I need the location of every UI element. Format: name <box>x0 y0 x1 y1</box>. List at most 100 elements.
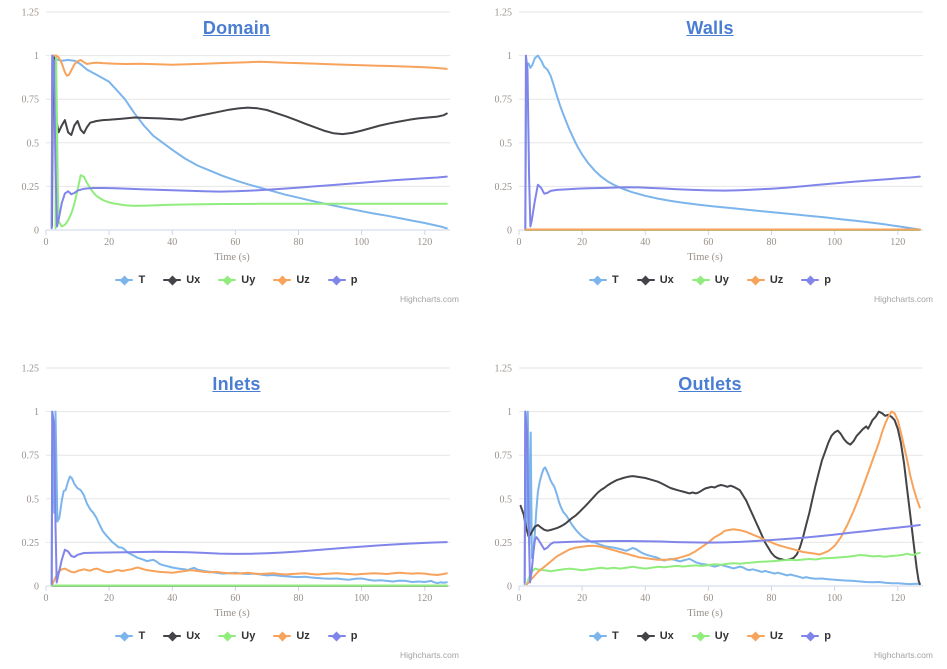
legend-item-Uy[interactable]: Uy <box>218 630 255 642</box>
chart-title-link[interactable]: Outlets <box>678 374 742 394</box>
x-tick-label: 120 <box>417 237 432 248</box>
series-path-Uy[interactable] <box>54 54 448 230</box>
series-path-T[interactable] <box>50 410 448 586</box>
y-tick-label: 0.75 <box>495 451 513 462</box>
series-path-Uy[interactable] <box>525 551 921 586</box>
highcharts-credit-link[interactable]: Highcharts.com <box>399 650 459 660</box>
legend-item-Ux[interactable]: Ux <box>636 630 674 642</box>
x-tick-label: 40 <box>640 593 650 604</box>
legend-item-Ux[interactable]: Ux <box>636 274 674 286</box>
x-tick-label: 80 <box>294 593 304 604</box>
legend-item-Uz[interactable]: Uz <box>273 274 310 286</box>
legend-item-p[interactable]: p <box>801 630 831 642</box>
legend-marker-diamond-icon <box>218 631 237 641</box>
x-axis-title: Time (s) <box>687 252 723 263</box>
y-tick-label: 0.5 <box>500 138 513 149</box>
y-tick-label: 0.25 <box>495 538 513 549</box>
legend-item-p[interactable]: p <box>801 274 831 286</box>
series-path-Ux[interactable] <box>51 54 448 228</box>
legend-marker-diamond-icon <box>273 631 292 641</box>
highcharts-credit-link[interactable]: Highcharts.com <box>873 650 933 660</box>
legend-label: T <box>611 630 619 642</box>
legend-marker-diamond-icon <box>636 631 655 641</box>
legend-item-Uy[interactable]: Uy <box>691 630 729 642</box>
legend-label: Uz <box>296 274 310 286</box>
legend-item-Uy[interactable]: Uy <box>218 274 255 286</box>
legend-marker-diamond-icon <box>273 275 292 285</box>
legend-marker-diamond-icon <box>218 275 237 285</box>
y-tick-label: 0.25 <box>495 182 513 193</box>
legend: T Ux Uy Uz p <box>473 630 947 642</box>
x-tick-label: 80 <box>767 237 777 248</box>
y-tick-label: 0.25 <box>22 538 40 549</box>
x-tick-label: 80 <box>294 237 304 248</box>
legend-item-Uz[interactable]: Uz <box>746 274 783 286</box>
legend-marker-diamond-icon <box>115 275 134 285</box>
legend-label: Uz <box>769 630 784 642</box>
legend: T Ux Uy Uz p <box>473 274 947 286</box>
x-tick-label: 0 <box>44 593 49 604</box>
legend-marker-diamond-icon <box>691 631 710 641</box>
legend-item-Uz[interactable]: Uz <box>746 630 784 642</box>
series-path-Ux[interactable] <box>519 410 921 586</box>
y-tick-label: 0 <box>507 582 512 593</box>
legend-label: Uz <box>296 630 310 642</box>
y-tick-label: 0 <box>34 226 39 237</box>
legend-marker-diamond-icon <box>691 275 710 285</box>
legend-marker-diamond-icon <box>801 631 820 641</box>
legend-item-T[interactable]: T <box>588 630 619 642</box>
legend-item-T[interactable]: T <box>115 630 145 642</box>
y-tick-label: 0 <box>34 582 39 593</box>
plot-area[interactable]: 0 20 40 60 80 100 120 0 0.25 0.5 0.75 1 1.25 <box>6 356 458 606</box>
chart-title-link[interactable]: Inlets <box>212 374 261 394</box>
y-tick-label: 0.75 <box>22 95 40 106</box>
legend-marker-diamond-icon <box>746 275 765 285</box>
series-path-Uz[interactable] <box>525 410 921 586</box>
legend-marker-diamond-icon <box>327 631 346 641</box>
x-axis-title: Time (s) <box>214 252 250 263</box>
highcharts-credit-link[interactable]: Highcharts.com <box>873 294 933 304</box>
legend-item-T[interactable]: T <box>588 274 619 286</box>
x-tick-label: 120 <box>890 593 905 604</box>
plot-area[interactable]: 0 20 40 60 80 100 120 0 0.25 0.5 0.75 1 1.25 <box>6 0 458 250</box>
x-tick-label: 0 <box>517 237 522 248</box>
chart-title-link[interactable]: Domain <box>202 18 271 38</box>
series-path-p[interactable] <box>524 54 921 230</box>
x-tick-label: 40 <box>167 593 177 604</box>
series-path-T[interactable] <box>523 410 921 586</box>
x-tick-label: 20 <box>577 593 587 604</box>
chart-svg: 0 20 40 60 80 100 120 0 0.25 0.5 0.75 1 1.25 <box>495 8 923 248</box>
legend-item-Ux[interactable]: Ux <box>163 274 200 286</box>
legend-item-p[interactable]: p <box>327 274 358 286</box>
series-path-T[interactable] <box>524 54 921 231</box>
x-axis-title: Time (s) <box>687 608 723 619</box>
legend-item-Ux[interactable]: Ux <box>163 630 200 642</box>
legend-item-Uz[interactable]: Uz <box>273 630 310 642</box>
legend-marker-diamond-icon <box>163 275 182 285</box>
legend-label: p <box>824 274 832 286</box>
chart-panel-inlets: Inlets 0 20 40 60 80 100 120 0 0.25 0.5 0.75 1 1.25 … <box>0 334 473 669</box>
legend-label: Uy <box>714 274 729 286</box>
legend-label: T <box>138 630 146 642</box>
legend-marker-diamond-icon <box>588 275 607 285</box>
legend-item-p[interactable]: p <box>327 630 358 642</box>
legend-item-Uy[interactable]: Uy <box>691 274 729 286</box>
x-tick-label: 100 <box>354 593 369 604</box>
series-path-Uz[interactable] <box>51 566 448 586</box>
series-path-T[interactable] <box>50 54 448 230</box>
x-axis-title: Time (s) <box>214 608 250 619</box>
legend-label: p <box>350 630 358 642</box>
series-path-p[interactable] <box>50 54 448 230</box>
x-tick-label: 20 <box>104 593 114 604</box>
chart-title-link[interactable]: Walls <box>686 18 734 38</box>
plot-area[interactable]: 0 20 40 60 80 100 120 0 0.25 0.5 0.75 1 1.25 <box>479 356 931 606</box>
series-path-p[interactable] <box>523 410 921 584</box>
plot-area[interactable]: 0 20 40 60 80 100 120 0 0.25 0.5 0.75 1 1.25 <box>479 0 931 250</box>
highcharts-credit-link[interactable]: Highcharts.com <box>399 294 459 304</box>
legend-item-T[interactable]: T <box>115 274 145 286</box>
legend-label: T <box>611 274 619 286</box>
series-path-p[interactable] <box>50 410 448 586</box>
y-tick-label: 0.5 <box>27 494 40 505</box>
series-path-Uz[interactable] <box>51 54 448 104</box>
